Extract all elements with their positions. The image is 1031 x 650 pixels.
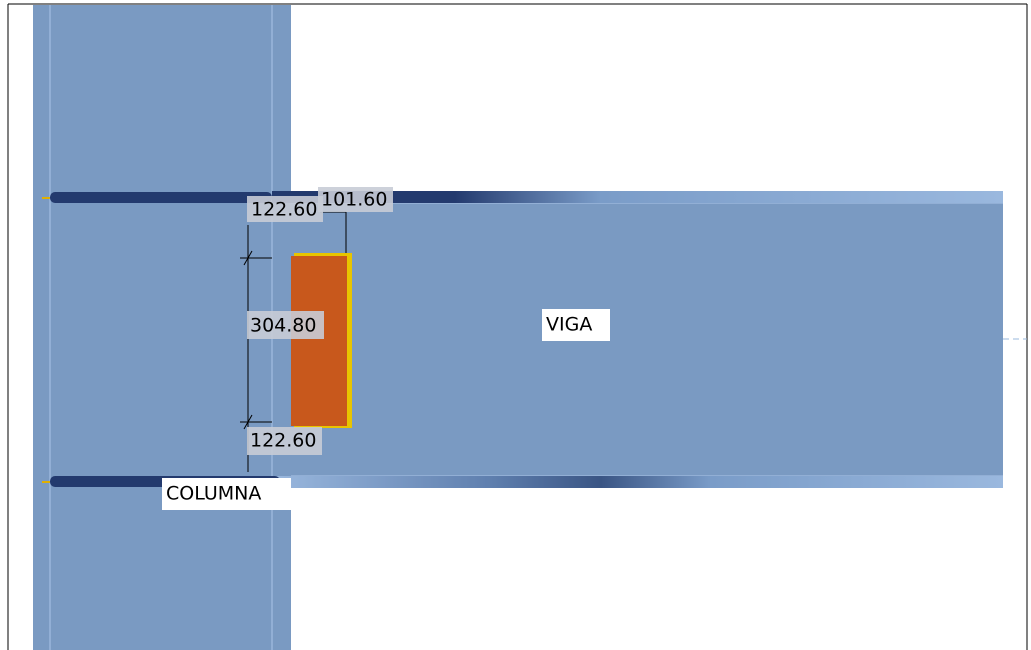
- beam-label: VIGA: [546, 314, 592, 336]
- dimension-label: 101.60: [321, 189, 387, 211]
- dimension-box: [247, 427, 322, 455]
- label-box: [542, 309, 610, 341]
- beam-flange: [272, 476, 1003, 488]
- column-label: COLUMNA: [166, 483, 261, 505]
- dimension-box: [247, 196, 323, 222]
- dimension-box: [318, 187, 393, 212]
- plate: [291, 256, 347, 426]
- dimension-label: 304.80: [250, 315, 316, 337]
- label-box: [162, 478, 291, 510]
- dimension-label: 122.60: [251, 199, 317, 221]
- dimension-box: [247, 311, 324, 339]
- beam: [291, 191, 1003, 488]
- column-flange-section: [50, 192, 272, 203]
- beam-flange: [272, 191, 1003, 203]
- dimension-label: 122.60: [250, 430, 316, 452]
